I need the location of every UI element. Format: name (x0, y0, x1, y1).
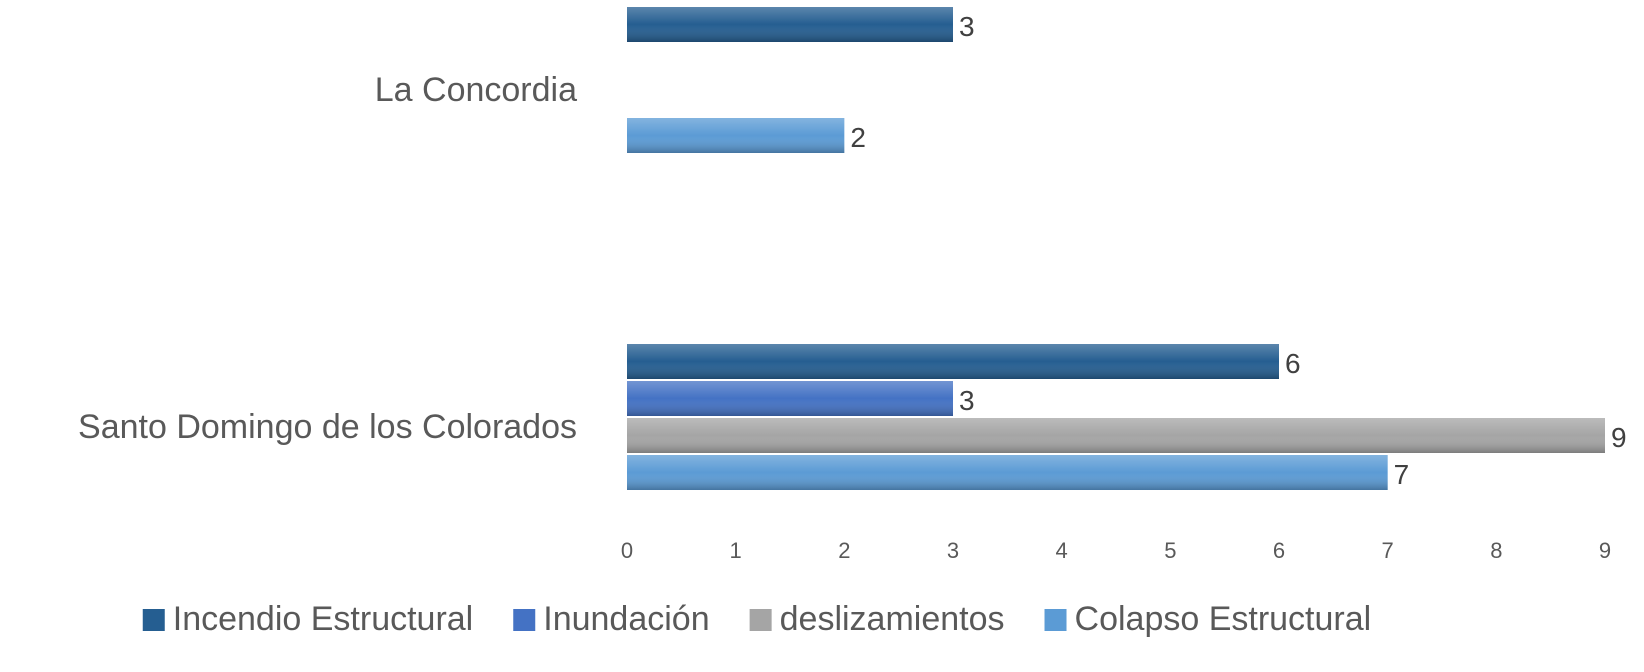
legend-swatch (749, 609, 772, 631)
x-tick-label: 7 (1382, 538, 1394, 563)
bar-shade (627, 418, 1605, 453)
bar-shade (627, 455, 1388, 490)
category-label: La Concordia (375, 71, 577, 109)
legend-label: Incendio Estructural (173, 600, 474, 638)
legend-swatch (513, 609, 536, 631)
data-label: 3 (959, 385, 975, 416)
data-label: 2 (850, 122, 866, 153)
legend-label: Inundación (543, 600, 709, 638)
legend-label: deslizamientos (780, 600, 1005, 638)
bar-shade (627, 118, 845, 153)
x-tick-label: 0 (621, 538, 633, 563)
x-tick-label: 2 (838, 538, 850, 563)
bar-shade (627, 7, 953, 42)
data-label: 6 (1285, 348, 1301, 379)
bar-shade (627, 344, 1279, 379)
x-tick-label: 3 (947, 538, 959, 563)
x-tick-label: 4 (1056, 538, 1068, 563)
x-tick-label: 8 (1490, 538, 1502, 563)
data-label: 3 (959, 11, 975, 42)
category-label: Santo Domingo de los Colorados (78, 408, 577, 446)
x-tick-label: 6 (1273, 538, 1285, 563)
x-tick-label: 5 (1164, 538, 1176, 563)
legend-swatch (1044, 609, 1067, 631)
data-label: 7 (1394, 459, 1410, 490)
bar-shade (627, 381, 953, 416)
x-tick-label: 1 (730, 538, 742, 563)
legend-label: Colapso Estructural (1075, 600, 1372, 638)
legend-swatch (142, 609, 165, 631)
x-tick-label: 9 (1599, 538, 1611, 563)
data-label: 9 (1611, 422, 1627, 453)
